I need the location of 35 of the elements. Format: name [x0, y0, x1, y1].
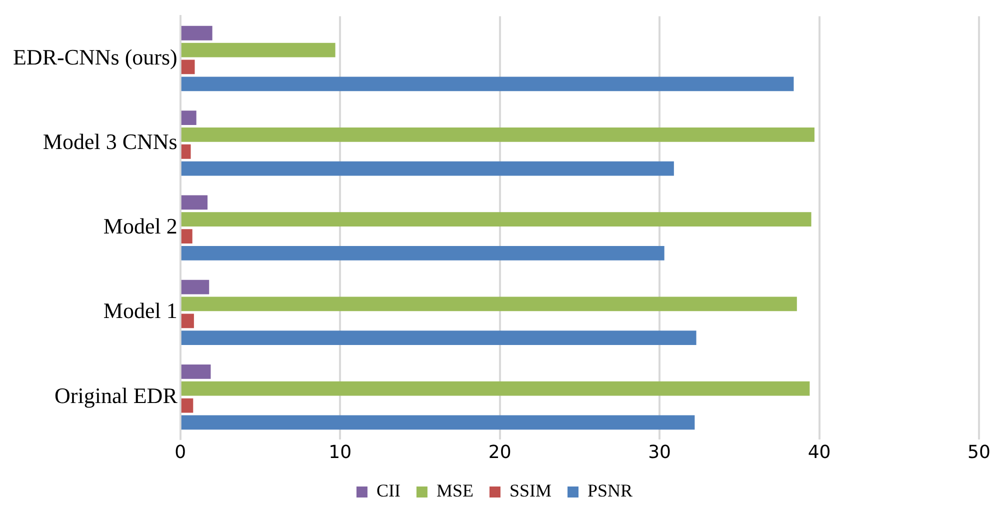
bar	[181, 76, 794, 92]
legend-label: CII	[376, 480, 400, 501]
y-tick-label: EDR-CNNs (ours)	[12, 44, 178, 70]
bar	[181, 195, 208, 210]
y-tick-label: Original EDR	[54, 382, 178, 408]
bar	[181, 246, 664, 260]
bar	[181, 229, 192, 244]
bar	[181, 42, 336, 58]
bar	[181, 110, 196, 125]
bar	[181, 330, 696, 346]
x-tick-label: 50	[968, 442, 990, 463]
x-tick-label: 40	[808, 442, 831, 463]
bar	[181, 364, 211, 379]
bar	[181, 60, 195, 74]
y-tick-label: Model 2	[103, 214, 178, 239]
bar	[181, 415, 695, 430]
bar	[181, 381, 810, 396]
bar	[181, 161, 674, 176]
x-tick-label: 20	[488, 442, 512, 463]
bar	[181, 296, 797, 312]
bar	[181, 280, 210, 294]
legend-label: SSIM	[509, 480, 552, 501]
x-tick-label: 0	[174, 442, 186, 463]
y-tick-label: Model 3 CNNs	[42, 128, 178, 154]
legend-label: PSNR	[588, 480, 633, 501]
legend-label: MSE	[436, 480, 474, 501]
bar	[181, 398, 194, 413]
x-tick-label: 30	[648, 442, 672, 463]
bar	[181, 128, 814, 142]
bar	[181, 314, 194, 328]
x-tick-label: 10	[328, 442, 352, 463]
bar	[181, 144, 191, 159]
bar	[181, 26, 212, 40]
bar	[181, 212, 812, 227]
y-tick-label: Model 1	[103, 298, 178, 324]
